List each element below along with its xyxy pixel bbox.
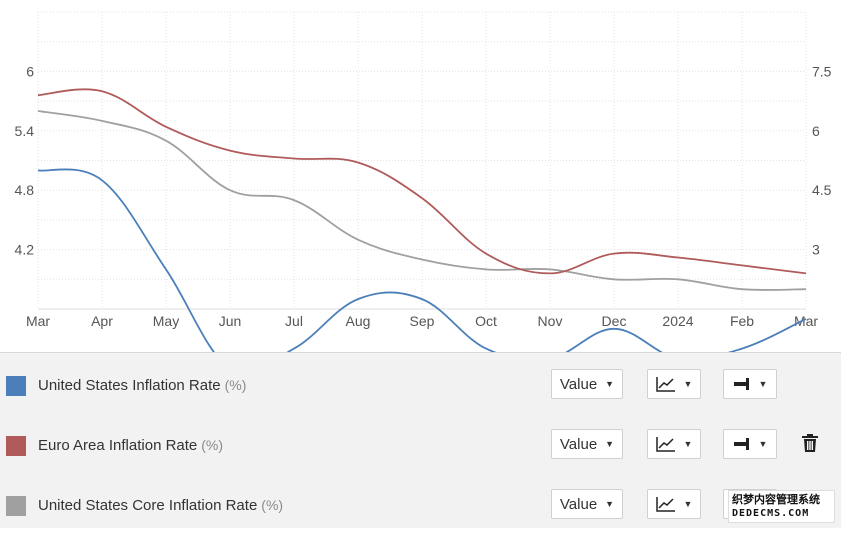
caret-down-icon: ▼ <box>683 499 693 509</box>
trash-icon <box>802 434 818 452</box>
right-axis-tick-label: 3 <box>812 242 820 258</box>
watermark-line1: 织梦内容管理系统 <box>732 494 820 506</box>
x-axis-tick-label: Feb <box>730 313 754 329</box>
left-axis-tick-label: 5.4 <box>15 123 35 139</box>
series-label[interactable]: Euro Area Inflation Rate (%) <box>38 437 223 454</box>
left-axis-tick-label: 4.2 <box>15 242 35 258</box>
value-dropdown-label: Value <box>559 495 598 513</box>
series-color-swatch[interactable] <box>6 376 26 396</box>
left-axis-tick-label: 4.8 <box>15 182 35 198</box>
series-label[interactable]: United States Core Inflation Rate (%) <box>38 497 283 514</box>
caret-down-icon: ▼ <box>605 379 615 389</box>
line-chart: 4.2 4.8 5.4 6 3 4.5 6 7.5 Mar Apr May Jun Jul Aug Sep O… <box>15 11 832 352</box>
x-axis-tick-label: May <box>153 313 179 329</box>
axis-side-icon <box>733 378 749 390</box>
series-label[interactable]: United States Inflation Rate (%) <box>38 377 246 394</box>
x-axis-tick-label: Nov <box>538 313 563 329</box>
x-axis-tick-label: Oct <box>475 313 497 329</box>
x-axis-tick-label: Dec <box>602 313 627 329</box>
line-chart-icon <box>655 497 675 512</box>
watermark: 织梦内容管理系统 DEDECMS.COM <box>728 490 835 523</box>
caret-down-icon: ▼ <box>758 379 768 389</box>
axis-dropdown[interactable]: ▼ <box>723 429 777 459</box>
series-unit: (%) <box>224 377 247 393</box>
caret-down-icon: ▼ <box>605 439 615 449</box>
series-line-united-states-inflation-rate <box>37 168 807 352</box>
chart-type-dropdown[interactable]: ▼ <box>647 369 701 399</box>
axis-dropdown[interactable]: ▼ <box>723 369 777 399</box>
line-chart-icon <box>655 377 675 392</box>
series-name: United States Inflation Rate <box>38 377 221 394</box>
caret-down-icon: ▼ <box>605 499 615 509</box>
x-axis-tick-label: Jul <box>285 313 303 329</box>
caret-down-icon: ▼ <box>758 439 768 449</box>
legend-row: United States Inflation Rate (%) Value ▼ ▼ ▼ <box>0 353 841 413</box>
chart-type-dropdown[interactable]: ▼ <box>647 429 701 459</box>
right-axis-tick-label: 4.5 <box>812 182 832 198</box>
x-axis-tick-label: 2024 <box>662 313 693 329</box>
legend-panel: United States Inflation Rate (%) Value ▼ ▼ ▼ E… <box>0 352 841 528</box>
series-color-swatch[interactable] <box>6 436 26 456</box>
caret-down-icon: ▼ <box>683 379 693 389</box>
delete-series-button[interactable] <box>801 433 823 457</box>
series-unit: (%) <box>261 497 284 513</box>
line-chart-icon <box>655 437 675 452</box>
legend-row: Euro Area Inflation Rate (%) Value ▼ ▼ ▼ <box>0 413 841 473</box>
value-dropdown[interactable]: Value ▼ <box>551 489 623 519</box>
series-line-euro-area-inflation-rate <box>37 88 807 275</box>
series-unit: (%) <box>201 437 224 453</box>
value-dropdown-label: Value <box>559 375 598 393</box>
axis-side-icon <box>733 438 749 450</box>
value-dropdown[interactable]: Value ▼ <box>551 429 623 459</box>
x-axis-tick-label: Sep <box>410 313 435 329</box>
x-axis-tick-label: Jun <box>219 313 242 329</box>
value-dropdown[interactable]: Value ▼ <box>551 369 623 399</box>
watermark-line2: DEDECMS.COM <box>732 508 810 519</box>
series-name: United States Core Inflation Rate <box>38 497 258 514</box>
left-axis-tick-label: 6 <box>26 63 34 79</box>
chart-area: 4.2 4.8 5.4 6 3 4.5 6 7.5 Mar Apr May Jun Jul Aug Sep O… <box>15 11 832 352</box>
series-name: Euro Area Inflation Rate <box>38 437 198 454</box>
x-axis-tick-label: Aug <box>346 313 371 329</box>
series-color-swatch[interactable] <box>6 496 26 516</box>
chart-type-dropdown[interactable]: ▼ <box>647 489 701 519</box>
x-axis-tick-label: Apr <box>91 313 113 329</box>
x-axis-tick-label: Mar <box>26 313 50 329</box>
caret-down-icon: ▼ <box>683 439 693 449</box>
legend-row: United States Core Inflation Rate (%) Valu… <box>0 473 841 533</box>
right-axis-tick-label: 7.5 <box>812 63 832 79</box>
right-axis-tick-label: 6 <box>812 123 820 139</box>
value-dropdown-label: Value <box>559 435 598 453</box>
series-line-united-states-core-inflation-rate <box>37 110 807 291</box>
x-axis-tick-label: Mar <box>794 313 818 329</box>
